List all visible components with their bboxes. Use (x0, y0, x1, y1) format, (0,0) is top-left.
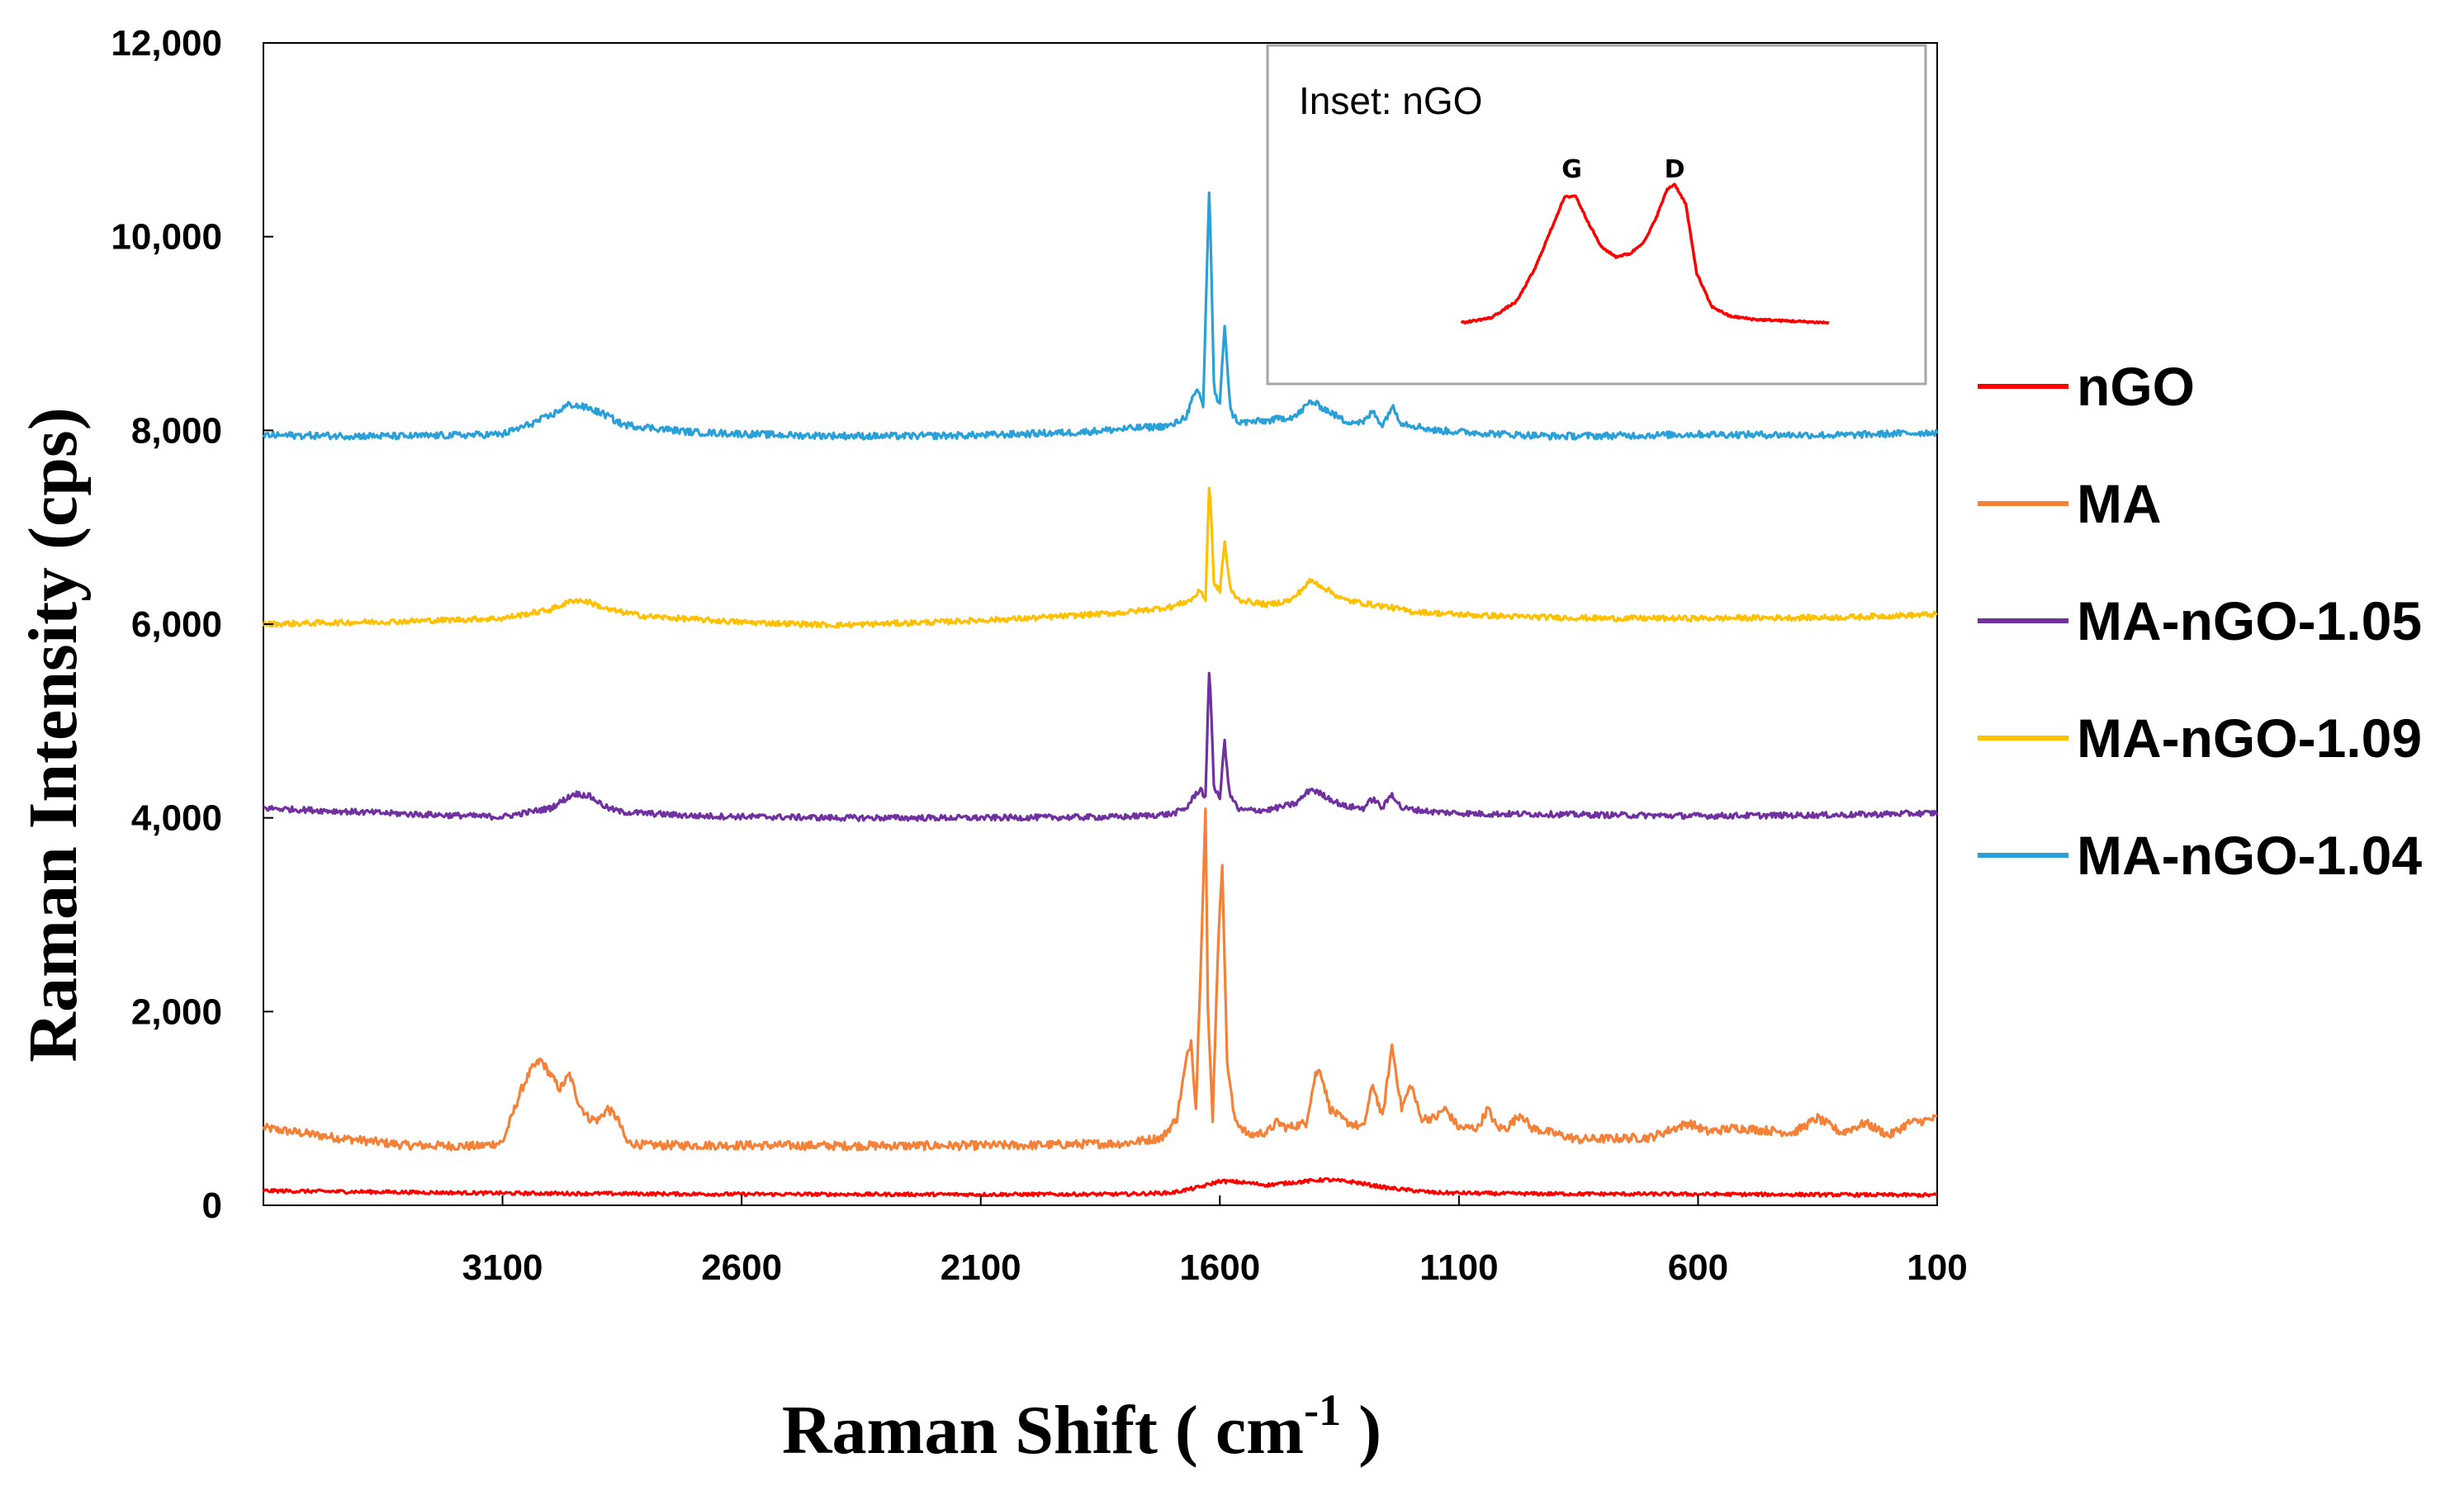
series-line-ma-ngo-1-04 (262, 191, 1939, 441)
legend-label: MA-nGO-1.04 (2077, 825, 2422, 886)
series-layer (262, 191, 1939, 1199)
inset-frame (1266, 44, 1927, 386)
x-tick-label: 3100 (462, 1247, 543, 1288)
x-tick-label: 2600 (701, 1247, 782, 1288)
series-line-ma-ngo-1-05 (263, 671, 1939, 822)
series-line-ma (262, 807, 1938, 1152)
y-tick-label: 8,000 (131, 410, 222, 451)
y-tick-label: 2,000 (131, 991, 222, 1032)
x-axis-title-close: ) (1341, 1392, 1381, 1469)
inset-peak-label-d: D (1665, 155, 1685, 184)
y-tick-label: 4,000 (131, 798, 222, 839)
legend-item-ngo: nGO (1978, 356, 2195, 417)
x-tick-label: 600 (1668, 1247, 1728, 1288)
y-tick-label: 10,000 (111, 217, 222, 258)
series-line-ma-ngo-1-09 (262, 486, 1938, 629)
y-axis-title: Raman Intensity (cps) (15, 407, 92, 1062)
inset-curve-ngo (1460, 182, 1830, 325)
x-axis-title-main: Raman Shift ( cm (782, 1392, 1304, 1469)
inset-title: Inset: nGO (1299, 79, 1482, 122)
x-axis-ticks: 3100 2600 2100 1600 1100 600 100 (462, 1195, 1968, 1288)
inset-peak-label-g: G (1561, 155, 1582, 184)
x-tick-label: 100 (1907, 1247, 1967, 1288)
legend-item-ma-ngo-1-09: MA-nGO-1.09 (1978, 708, 2422, 769)
x-axis-title: Raman Shift ( cm-1 ) (782, 1385, 1381, 1469)
legend-label: nGO (2077, 356, 2195, 417)
x-tick-label: 1600 (1179, 1247, 1260, 1288)
legend-label: MA-nGO-1.05 (2077, 590, 2422, 651)
y-tick-label: 0 (202, 1185, 222, 1226)
legend-item-ma-ngo-1-05: MA-nGO-1.05 (1978, 590, 2422, 651)
legend: nGO MA MA-nGO-1.05 MA-nGO-1.09 MA-nGO-1.04 (1978, 356, 2422, 886)
x-axis-title-superscript: -1 (1304, 1385, 1341, 1435)
legend-item-ma-ngo-1-04: MA-nGO-1.04 (1978, 825, 2422, 886)
series-line-ngo (262, 1176, 1938, 1199)
legend-label: MA-nGO-1.09 (2077, 708, 2422, 769)
legend-item-ma: MA (1978, 473, 2162, 534)
legend-label: MA (2077, 473, 2162, 534)
y-tick-label: 6,000 (131, 604, 222, 645)
y-tick-label: 12,000 (111, 23, 222, 64)
x-tick-label: 2100 (941, 1247, 1021, 1288)
x-tick-label: 1100 (1419, 1247, 1498, 1288)
y-axis-ticks: 0 2,000 4,000 6,000 8,000 10,000 12,000 (111, 23, 273, 1226)
